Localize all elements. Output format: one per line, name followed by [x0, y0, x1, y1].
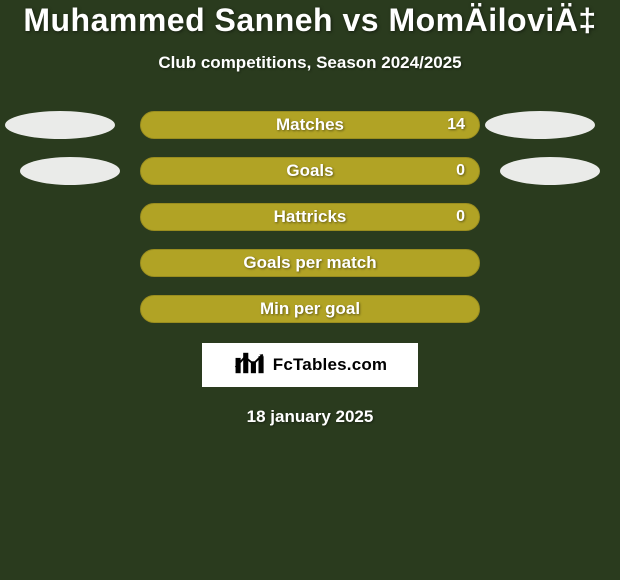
- stat-label: Goals: [141, 161, 479, 181]
- stat-row: Min per goal: [0, 295, 620, 323]
- stat-bar: Matches14: [140, 111, 480, 139]
- ghost-ellipse: [500, 157, 600, 185]
- stat-bar: Goals0: [140, 157, 480, 185]
- stat-label: Hattricks: [141, 207, 479, 227]
- stat-label: Matches: [141, 115, 479, 135]
- ghost-ellipse: [485, 111, 595, 139]
- stat-label: Goals per match: [141, 253, 479, 273]
- stat-value: 0: [456, 208, 465, 226]
- brand-badge: FcTables.com: [202, 343, 418, 387]
- subtitle: Club competitions, Season 2024/2025: [158, 53, 461, 73]
- stat-bar: Goals per match: [140, 249, 480, 277]
- stat-row: Hattricks0: [0, 203, 620, 231]
- stat-row: Goals per match: [0, 249, 620, 277]
- page-title: Muhammed Sanneh vs MomÄiloviÄ‡: [23, 2, 596, 39]
- brand-text: FcTables.com: [273, 355, 388, 375]
- stat-label: Min per goal: [141, 299, 479, 319]
- stat-value: 0: [456, 162, 465, 180]
- stat-bar: Min per goal: [140, 295, 480, 323]
- bars-icon: [233, 350, 267, 381]
- footer-date: 18 january 2025: [247, 407, 374, 427]
- stat-value: 14: [447, 116, 465, 134]
- ghost-ellipse: [20, 157, 120, 185]
- stat-bar: Hattricks0: [140, 203, 480, 231]
- infographic-content: Muhammed Sanneh vs MomÄiloviÄ‡ Club comp…: [0, 0, 620, 580]
- ghost-ellipse: [5, 111, 115, 139]
- stat-rows: Matches14Goals0Hattricks0Goals per match…: [0, 111, 620, 323]
